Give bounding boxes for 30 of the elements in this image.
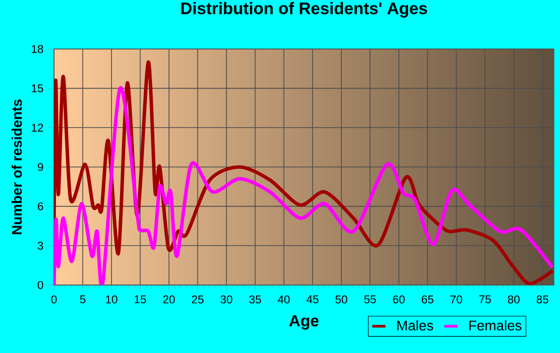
x-axis-title: Age [289,315,319,330]
y-tick-label: 12 [32,124,44,132]
x-tick-label: 5 [80,295,86,304]
legend-label: Females [469,320,522,330]
y-tick-label: 6 [38,202,44,210]
x-tick-label: 75 [479,295,491,304]
y-tick-label: 9 [38,162,44,171]
x-tick-label: 35 [249,295,261,304]
y-tick-label: 3 [38,242,44,250]
x-tick-label: 10 [106,295,118,304]
y-tick-label: 0 [38,280,44,289]
x-tick-label: 30 [220,295,232,304]
x-tick-label: 85 [536,295,548,304]
x-tick-label: 50 [336,295,348,304]
x-tick-label: 55 [364,295,376,304]
x-tick-label: 80 [508,295,520,304]
y-tick-label: 15 [32,84,44,92]
x-tick-label: 70 [450,295,462,304]
y-tick-label: 18 [32,44,44,53]
x-tick-label: 25 [192,295,204,304]
x-tick-label: 60 [393,295,405,304]
x-tick-label: 0 [51,295,57,304]
x-tick-label: 40 [278,295,290,304]
y-axis-title: Number of residents [12,100,22,234]
x-tick-label: 45 [306,295,318,304]
legend-label: Males [397,320,434,330]
chart-title: Distribution of Residents' Ages [181,2,428,18]
x-tick-label: 20 [163,295,175,304]
x-tick-label: 65 [422,295,434,304]
x-tick-label: 15 [134,295,146,304]
